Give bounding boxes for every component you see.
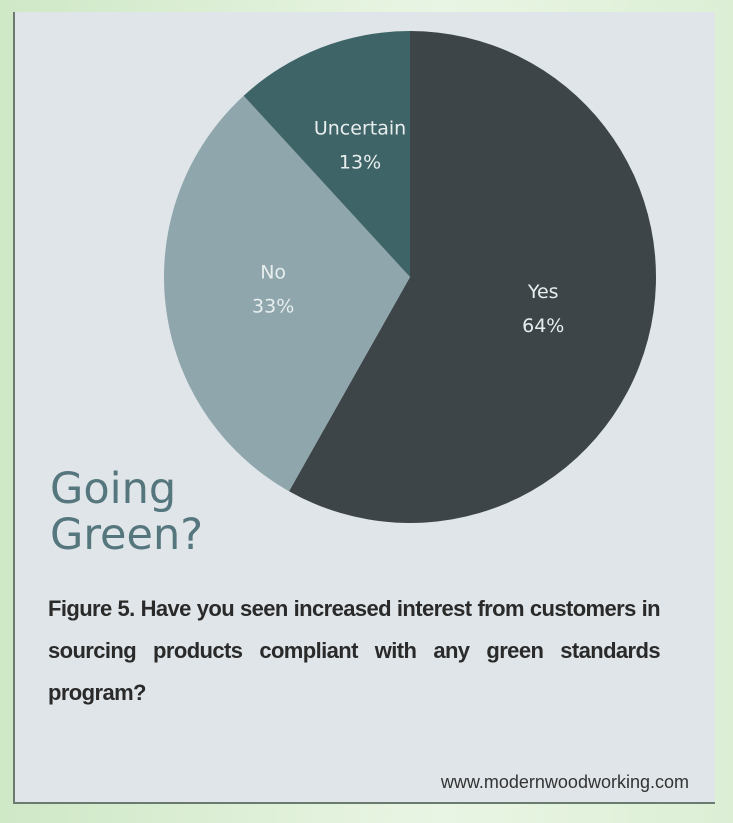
pie-slice — [289, 31, 657, 523]
slice-value-label: 13% — [339, 152, 381, 174]
title-line: Green? — [50, 510, 204, 560]
pie-slice — [243, 31, 410, 277]
caption: Figure 5. Have you seen increased intere… — [48, 596, 661, 705]
chart-title: Going Green? — [50, 466, 203, 558]
title-line: Going — [50, 464, 177, 514]
source: www.modernwoodworking.com — [440, 772, 689, 792]
pie-slice — [164, 95, 410, 492]
slice-value-label: 33% — [252, 296, 294, 318]
slice-label: No — [260, 262, 286, 284]
slice-label: Uncertain — [314, 118, 406, 140]
slice-value-label: 64% — [522, 315, 564, 337]
slice-label: Yes — [527, 281, 559, 303]
